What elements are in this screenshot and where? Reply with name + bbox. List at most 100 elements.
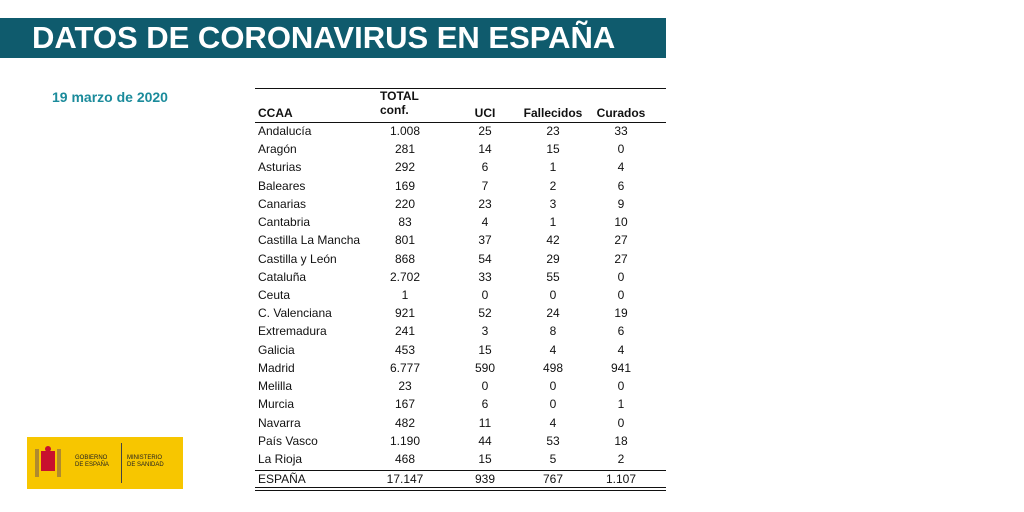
cell-value: 25	[478, 124, 492, 138]
cell-value: 220	[394, 196, 416, 211]
cell-value: 53	[546, 433, 560, 448]
region-name: Cantabria	[258, 215, 311, 230]
region-name: Castilla y León	[258, 251, 337, 266]
cell-value: 0	[617, 287, 625, 302]
column-header: Fallecidos	[523, 106, 583, 120]
cell-value: 0	[617, 379, 625, 394]
cell-value: 23	[478, 196, 492, 211]
title: DATOS DE CORONAVIRUS EN ESPAÑA	[32, 20, 616, 55]
column-header: CCAA	[258, 106, 293, 120]
cell-value: 54	[478, 251, 492, 266]
cell-value: 3	[549, 196, 557, 211]
cell-value: 1	[401, 287, 409, 302]
cell-value: 6	[617, 324, 625, 339]
total-cell: 17.147	[386, 472, 424, 486]
region-name: Melilla	[258, 379, 293, 394]
cell-value: 4	[549, 415, 557, 430]
cell-value: 292	[394, 160, 416, 175]
region-name: Galicia	[258, 342, 295, 357]
cell-value: 6.777	[389, 360, 421, 375]
cell-value: 7	[481, 178, 489, 193]
cell-value: 4	[617, 160, 625, 175]
region-name: La Rioja	[258, 451, 303, 466]
date: 19 marzo de 2020	[52, 89, 168, 105]
cell-value: 1.008	[389, 124, 421, 138]
cell-value: 167	[394, 397, 416, 412]
column-header: UCI	[474, 106, 496, 120]
total-cell: 767	[542, 472, 564, 486]
region-name: C. Valenciana	[258, 306, 332, 321]
cell-value: 52	[478, 306, 492, 321]
cell-value: 37	[478, 233, 492, 248]
cell-value: 281	[394, 142, 416, 157]
cell-value: 0	[549, 397, 557, 412]
cell-value: 11	[478, 415, 492, 430]
cell-value: 2	[617, 451, 625, 466]
region-name: Baleares	[258, 178, 306, 193]
region-name: Andalucía	[258, 124, 312, 138]
region-name: Castilla La Mancha	[258, 233, 361, 248]
cell-value: 2	[549, 178, 557, 193]
region-name: Murcia	[258, 397, 295, 412]
cell-value: 4	[617, 342, 625, 357]
cell-value: 921	[394, 306, 416, 321]
cell-value: 14	[478, 142, 492, 157]
cell-value: 15	[478, 342, 492, 357]
cell-value: 4	[481, 215, 489, 230]
cell-value: 453	[394, 342, 416, 357]
total-cell: ESPAÑA	[258, 472, 306, 486]
region-name: País Vasco	[258, 433, 318, 448]
cell-value: 55	[546, 269, 560, 284]
cell-value: 10	[614, 215, 628, 230]
region-name: Canarias	[258, 196, 307, 211]
cell-value: 8	[549, 324, 557, 339]
region-name: Aragón	[258, 142, 297, 157]
cell-value: 941	[610, 360, 632, 375]
cell-value: 27	[614, 251, 628, 266]
bottom-rule	[255, 490, 666, 491]
top-rule	[255, 88, 666, 89]
cell-value: 23	[546, 124, 560, 138]
cell-value: 23	[398, 379, 412, 394]
cell-value: 241	[394, 324, 416, 339]
total-cell: 939	[474, 472, 496, 486]
cell-value: 2.702	[389, 269, 421, 284]
region-name: Madrid	[258, 360, 295, 375]
cell-value: 19	[614, 306, 628, 321]
cell-value: 0	[617, 415, 625, 430]
cell-value: 1	[549, 215, 557, 230]
logo-right: MINISTERIO DE SANIDAD	[127, 455, 164, 468]
cell-value: 0	[617, 142, 625, 157]
region-name: Cataluña	[258, 269, 307, 284]
cell-value: 42	[546, 233, 560, 248]
cell-value: 4	[549, 342, 557, 357]
column-header: TOTAL conf.	[380, 89, 419, 117]
banner: DATOS DE CORONAVIRUS EN ESPAÑA	[0, 18, 666, 58]
cell-value: 1	[617, 397, 625, 412]
cell-value: 0	[549, 287, 557, 302]
cell-value: 0	[617, 269, 625, 284]
cell-value: 1	[549, 160, 557, 175]
cell-value: 15	[478, 451, 492, 466]
region-name: Navarra	[258, 415, 301, 430]
region-name: Asturias	[258, 160, 302, 175]
cell-value: 1.190	[389, 433, 421, 448]
cell-value: 590	[474, 360, 496, 375]
logo: GOBIERNO DE ESPAÑA MINISTERIO DE SANIDAD	[27, 437, 183, 489]
cell-value: 5	[549, 451, 557, 466]
header-rule	[255, 122, 666, 123]
logo-left: GOBIERNO DE ESPAÑA	[75, 455, 109, 468]
coat-of-arms	[35, 446, 61, 477]
cell-value: 15	[546, 142, 560, 157]
cell-value: 3	[481, 324, 489, 339]
cell-value: 9	[617, 196, 625, 211]
cell-value: 27	[614, 233, 628, 248]
region-name: Ceuta	[258, 287, 291, 302]
cell-value: 0	[481, 287, 489, 302]
cell-value: 18	[614, 433, 628, 448]
cell-value: 6	[617, 178, 625, 193]
total-rule	[255, 470, 666, 471]
cell-value: 24	[546, 306, 560, 321]
cell-value: 468	[394, 451, 416, 466]
